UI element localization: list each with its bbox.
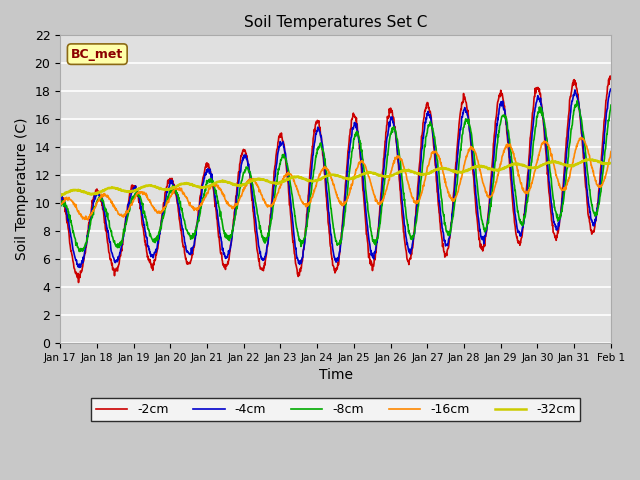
-8cm bbox=[493, 141, 501, 147]
-8cm bbox=[76, 249, 83, 254]
-16cm bbox=[56, 202, 64, 208]
-16cm bbox=[179, 191, 187, 197]
-16cm bbox=[607, 149, 615, 155]
-8cm bbox=[573, 98, 581, 104]
-32cm bbox=[179, 181, 186, 187]
X-axis label: Time: Time bbox=[319, 368, 353, 382]
-16cm bbox=[422, 176, 429, 182]
Y-axis label: Soil Temperature (C): Soil Temperature (C) bbox=[15, 118, 29, 261]
Legend: -2cm, -4cm, -8cm, -16cm, -32cm: -2cm, -4cm, -8cm, -16cm, -32cm bbox=[91, 398, 580, 421]
-32cm bbox=[607, 160, 615, 166]
-4cm bbox=[607, 86, 615, 92]
-8cm bbox=[241, 170, 248, 176]
-2cm bbox=[166, 179, 173, 184]
Line: -2cm: -2cm bbox=[60, 76, 611, 283]
Text: BC_met: BC_met bbox=[71, 48, 124, 60]
-2cm bbox=[179, 243, 187, 249]
-2cm bbox=[422, 108, 429, 114]
-2cm bbox=[607, 74, 615, 80]
-8cm bbox=[166, 188, 173, 193]
-16cm bbox=[542, 139, 550, 144]
Line: -16cm: -16cm bbox=[60, 137, 611, 220]
-8cm bbox=[56, 203, 64, 209]
-16cm bbox=[241, 186, 248, 192]
-4cm bbox=[542, 139, 550, 145]
-8cm bbox=[607, 102, 615, 108]
Line: -4cm: -4cm bbox=[60, 89, 611, 267]
Line: -32cm: -32cm bbox=[60, 159, 611, 196]
-2cm bbox=[606, 73, 614, 79]
-8cm bbox=[179, 214, 187, 219]
Line: -8cm: -8cm bbox=[60, 101, 611, 252]
-16cm bbox=[578, 134, 586, 140]
-2cm bbox=[241, 147, 248, 153]
Title: Soil Temperatures Set C: Soil Temperatures Set C bbox=[244, 15, 428, 30]
-2cm bbox=[75, 280, 83, 286]
-4cm bbox=[241, 153, 248, 159]
-16cm bbox=[166, 195, 173, 201]
-16cm bbox=[84, 217, 92, 223]
-4cm bbox=[56, 197, 64, 203]
-4cm bbox=[166, 182, 173, 188]
-2cm bbox=[493, 103, 501, 108]
-8cm bbox=[542, 130, 550, 135]
-16cm bbox=[493, 176, 501, 181]
-4cm bbox=[179, 226, 187, 232]
-32cm bbox=[165, 187, 173, 192]
-32cm bbox=[582, 156, 590, 162]
-2cm bbox=[56, 192, 64, 198]
-32cm bbox=[493, 168, 500, 173]
-32cm bbox=[421, 171, 429, 177]
-32cm bbox=[241, 181, 248, 187]
-4cm bbox=[76, 264, 83, 270]
-2cm bbox=[542, 149, 550, 155]
-4cm bbox=[422, 119, 429, 125]
-32cm bbox=[541, 161, 549, 167]
-4cm bbox=[493, 122, 501, 128]
-32cm bbox=[56, 193, 64, 199]
-8cm bbox=[422, 143, 429, 148]
